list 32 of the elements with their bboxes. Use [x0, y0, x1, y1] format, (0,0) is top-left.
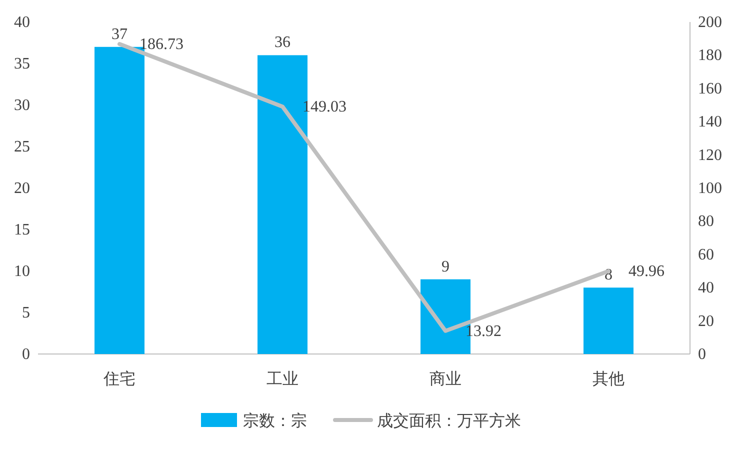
y-tick-label: 40: [14, 14, 30, 31]
y-tick-label: 35: [14, 56, 30, 72]
y2-tick-label: 160: [698, 80, 722, 98]
y2-tick-label: 200: [698, 14, 722, 31]
x-tick-label: 工业: [266, 370, 298, 388]
y-tick-label: 20: [14, 180, 30, 197]
y2-tick-label: 140: [698, 114, 722, 131]
y-tick-label: 10: [14, 263, 30, 280]
x-tick-label: 商业: [430, 370, 462, 388]
legend-label: 成交面积：万平方米: [377, 412, 521, 430]
y2-tick-label: 180: [698, 47, 722, 64]
x-tick-label: 其他: [592, 370, 624, 388]
data-label: 49.96: [628, 263, 664, 280]
x-tick-label: 住宅: [102, 370, 136, 388]
y2-tick-label: 100: [698, 180, 722, 197]
data-label: 186.73: [140, 36, 184, 54]
y2-tick-label: 40: [698, 280, 714, 297]
data-label: 36: [274, 34, 290, 52]
y2-tick-label: 120: [698, 146, 722, 164]
y-tick-label: 30: [14, 97, 30, 114]
y-tick-label: 0: [22, 346, 30, 363]
y2-tick-label: 20: [698, 312, 714, 330]
y2-tick-label: 80: [698, 213, 714, 230]
y-tick-label: 15: [14, 222, 30, 238]
data-label: 9: [442, 258, 450, 276]
bar: [584, 288, 634, 354]
y2-tick-label: 60: [698, 246, 714, 264]
y2-tick-label: 0: [698, 346, 706, 363]
data-label: 37: [112, 26, 128, 43]
y-tick-label: 5: [22, 304, 30, 322]
y-tick-label: 25: [14, 138, 30, 156]
legend-label: 宗数：宗: [243, 412, 307, 430]
